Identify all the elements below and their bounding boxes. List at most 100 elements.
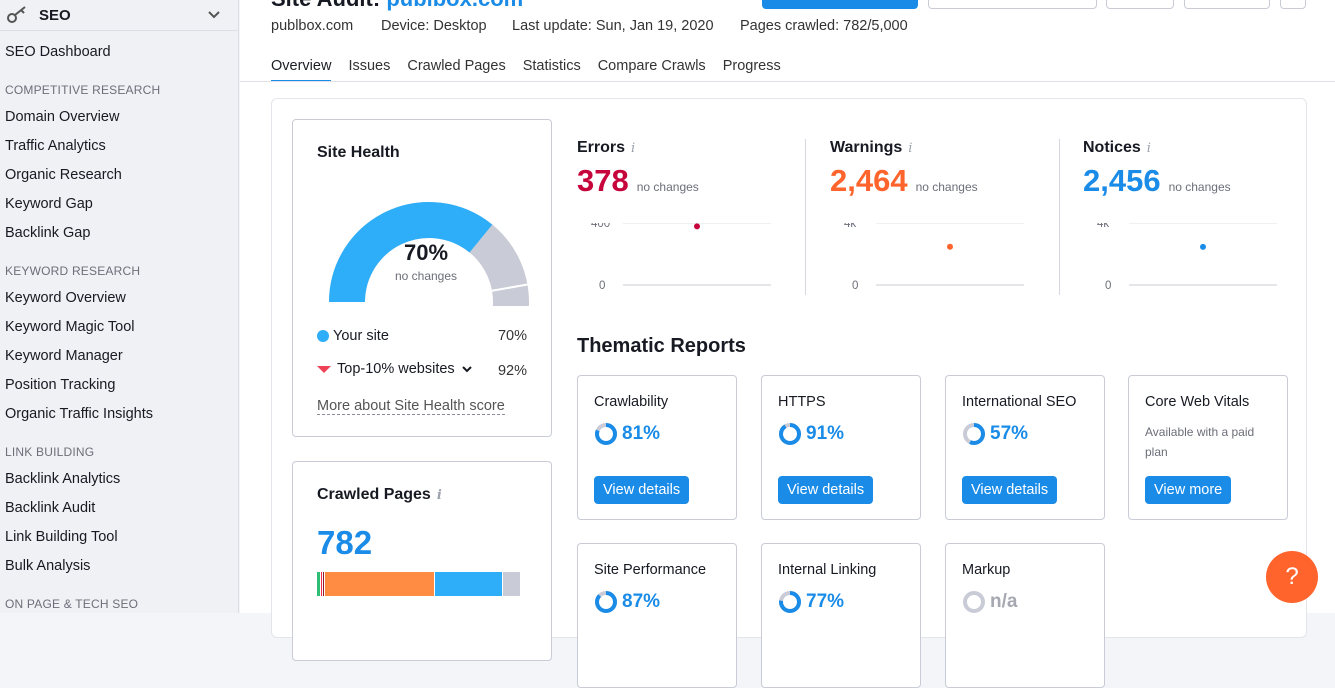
report-view-more-button[interactable]: View more xyxy=(1145,476,1232,504)
pages-crawled-info: Pages crawled: 782/5,000 xyxy=(740,18,908,34)
tab-bar: Overview Issues Crawled Pages Statistics… xyxy=(271,58,798,82)
warnings-label: Warnings xyxy=(830,139,903,156)
notices-change: no changes xyxy=(1168,180,1231,194)
toolbar-button[interactable] xyxy=(1106,0,1174,9)
overview-panel: Site Health 70% no changes Your site 70%… xyxy=(271,98,1307,688)
report-name: Site Performance xyxy=(594,562,707,578)
tab-crawled-pages[interactable]: Crawled Pages xyxy=(407,58,506,74)
sidebar-item-backlink-audit[interactable]: Backlink Audit xyxy=(5,500,96,516)
report-percent[interactable]: 57% xyxy=(990,423,1029,444)
section-competitive-research: COMPETITIVE RESEARCH xyxy=(5,83,161,97)
sidebar-item-organic-traffic-insights[interactable]: Organic Traffic Insights xyxy=(5,406,154,422)
sidebar-item-keyword-manager[interactable]: Keyword Manager xyxy=(5,348,123,364)
report-percent[interactable]: 87% xyxy=(622,591,661,612)
crawled-pages-value[interactable]: 782 xyxy=(317,524,373,561)
warnings-change: no changes xyxy=(915,180,978,194)
sidebar-item-link-building-tool[interactable]: Link Building Tool xyxy=(5,529,118,545)
notices-metric: Notices i 2,456 no changes 4k 0 xyxy=(1083,139,1323,292)
notices-data-point[interactable] xyxy=(1200,243,1206,250)
sidebar-item-keyword-magic-tool[interactable]: Keyword Magic Tool xyxy=(5,319,135,335)
info-icon[interactable]: i xyxy=(1146,141,1151,156)
report-name: Core Web Vitals xyxy=(1145,394,1250,410)
metric-divider xyxy=(805,139,806,295)
section-on-page-tech-seo: ON PAGE & TECH SEO xyxy=(5,597,139,611)
errors-sparkline: 400 0 xyxy=(591,223,771,292)
warnings-value[interactable]: 2,464 xyxy=(830,163,908,198)
notices-sparkline: 4k 0 xyxy=(1097,223,1277,292)
tab-statistics[interactable]: Statistics xyxy=(522,58,581,74)
crawled-pages-title-row: Crawled Pages i xyxy=(317,486,442,504)
crawled-pages-bar-segment[interactable] xyxy=(434,572,502,596)
top10-legend-triangle-icon xyxy=(317,366,331,373)
thematic-reports-title: Thematic Reports xyxy=(577,335,746,357)
site-health-percent: 70% xyxy=(403,240,449,265)
sidebar-header[interactable]: SEO xyxy=(0,0,238,31)
tab-progress[interactable]: Progress xyxy=(722,58,781,74)
sidebar-item-backlink-analytics[interactable]: Backlink Analytics xyxy=(5,471,121,487)
report-percent[interactable]: n/a xyxy=(990,591,1018,612)
crawled-pages-bar-segment[interactable] xyxy=(317,572,320,596)
crawled-pages-bar[interactable] xyxy=(317,572,527,596)
page-title: Site Audit: publbox.com xyxy=(271,0,523,12)
device-info: Device: Desktop xyxy=(381,18,487,34)
report-card-internal-linking: Internal Linking 77% xyxy=(761,543,921,688)
crawled-pages-bar-segment[interactable] xyxy=(501,572,521,596)
sidebar-item-keyword-overview[interactable]: Keyword Overview xyxy=(5,290,126,306)
tab-overview[interactable]: Overview xyxy=(271,58,332,82)
notices-value[interactable]: 2,456 xyxy=(1083,163,1161,198)
integration-button[interactable] xyxy=(928,0,1097,9)
report-card-international-seo: International SEO 57% View details xyxy=(945,375,1105,520)
tab-issues[interactable]: Issues xyxy=(348,58,391,74)
errors-change: no changes xyxy=(636,180,699,194)
audited-domain: publbox.com xyxy=(271,18,354,34)
report-percent[interactable]: 77% xyxy=(806,591,845,612)
site-health-title: Site Health xyxy=(317,144,400,161)
sidebar-item-domain-overview[interactable]: Domain Overview xyxy=(5,109,120,125)
warnings-ymin: 0 xyxy=(852,280,858,292)
crawled-pages-bar-segment[interactable] xyxy=(324,572,435,596)
crawled-pages-bar-segment[interactable] xyxy=(319,572,323,596)
export-button[interactable] xyxy=(1184,0,1270,9)
warnings-metric: Warnings i 2,464 no changes 4k 0 xyxy=(830,139,1070,292)
last-update: Last update: Sun, Jan 19, 2020 xyxy=(512,18,714,34)
seo-tool-icon xyxy=(7,6,26,23)
errors-ymin: 0 xyxy=(599,280,605,292)
errors-value-row: 378 no changes xyxy=(577,157,817,199)
sidebar-item-organic-research[interactable]: Organic Research xyxy=(5,167,122,183)
sidebar-item-traffic-analytics[interactable]: Traffic Analytics xyxy=(5,138,106,154)
tab-compare-crawls[interactable]: Compare Crawls xyxy=(597,58,706,74)
your-site-label: Your site xyxy=(333,328,389,344)
chevron-down-icon[interactable] xyxy=(206,6,222,22)
errors-data-point[interactable] xyxy=(694,223,700,230)
report-percent[interactable]: 91% xyxy=(806,423,845,444)
progress-ring-icon xyxy=(595,423,617,445)
your-site-value: 70% xyxy=(497,328,527,344)
sidebar-item-seo-dashboard[interactable]: SEO Dashboard xyxy=(5,44,111,60)
chevron-down-icon xyxy=(461,366,472,373)
top10-dropdown[interactable]: Top-10% websites xyxy=(337,361,473,377)
report-card-site-performance: Site Performance 87% xyxy=(577,543,737,688)
page-title-domain-link[interactable]: publbox.com xyxy=(386,0,523,11)
sidebar-item-bulk-analysis[interactable]: Bulk Analysis xyxy=(5,558,91,574)
warnings-data-point[interactable] xyxy=(947,243,953,250)
sidebar-item-position-tracking[interactable]: Position Tracking xyxy=(5,377,116,393)
settings-button[interactable] xyxy=(1280,0,1306,9)
primary-action-button[interactable] xyxy=(762,0,918,9)
warnings-ymax: 4k xyxy=(844,223,856,230)
errors-label-row: Errors i xyxy=(577,139,817,157)
report-percent[interactable]: 81% xyxy=(622,423,661,444)
report-view-details-button[interactable]: View details xyxy=(778,476,874,504)
crawled-pages-bar-segment[interactable] xyxy=(322,572,325,596)
info-icon[interactable]: i xyxy=(908,141,913,156)
errors-value[interactable]: 378 xyxy=(577,163,629,198)
info-icon[interactable]: i xyxy=(436,488,442,503)
site-health-more-link[interactable]: More about Site Health score xyxy=(317,398,505,415)
notices-value-row: 2,456 no changes xyxy=(1083,157,1323,199)
report-view-details-button[interactable]: View details xyxy=(962,476,1058,504)
info-icon[interactable]: i xyxy=(631,141,636,156)
report-view-details-button[interactable]: View details xyxy=(594,476,690,504)
sidebar-item-backlink-gap[interactable]: Backlink Gap xyxy=(5,225,91,241)
help-button[interactable]: ? xyxy=(1266,551,1318,603)
sidebar-item-keyword-gap[interactable]: Keyword Gap xyxy=(5,196,93,212)
crawled-pages-title: Crawled Pages xyxy=(317,486,431,503)
